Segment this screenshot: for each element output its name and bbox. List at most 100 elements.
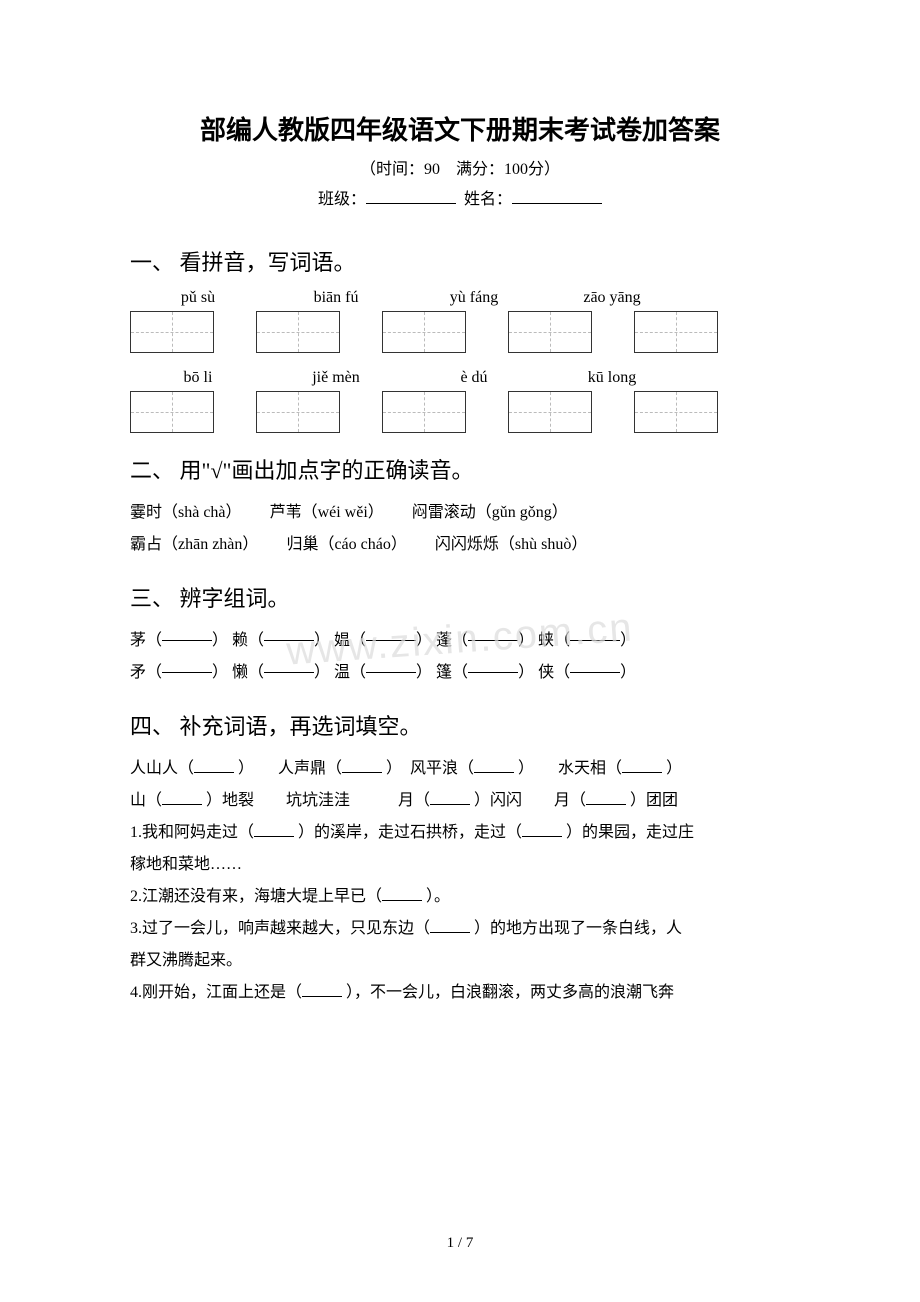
blank: [430, 789, 470, 805]
pinyin-row-1: pǔ sù biān fú yù fáng zāo yāng: [130, 289, 790, 307]
sec3-item: 矛（: [130, 657, 162, 689]
char-box: [382, 311, 466, 353]
section4-line1: 人山人（ ） 人声鼎（ ） 风平浪（ ） 水天相（ ）: [130, 753, 790, 785]
box-row-2: [130, 391, 790, 433]
section3-row2: 矛（ ） 懒（ ） 温（ ） 篷（ ） 侠（ ）: [130, 657, 790, 689]
pinyin-cell: zāo yāng: [572, 289, 652, 307]
sec3-item: 茅（: [130, 625, 162, 657]
text: ）的果园，走过庄: [566, 824, 694, 841]
text: ）的溪岸，走过石拱桥，走过（: [298, 824, 522, 841]
document-title: 部编人教版四年级语文下册期末考试卷加答案: [130, 110, 790, 147]
section4-q1b: 稼地和菜地……: [130, 849, 790, 881]
char-box: [634, 391, 718, 433]
char-box: [256, 391, 340, 433]
section4-q2: 2.江潮还没有来，海塘大堤上早已（ ）。: [130, 881, 790, 913]
blank: [194, 757, 234, 773]
pinyin-cell: bō li: [158, 369, 238, 387]
sec3-item: ） 侠（: [518, 657, 570, 689]
char-box: [508, 311, 592, 353]
blank: [570, 657, 620, 673]
blank: [162, 625, 212, 641]
name-blank: [512, 188, 602, 204]
text: ）团团: [630, 792, 678, 809]
q2-item: 闷雷滚动（gǔn gǒng）: [412, 504, 568, 521]
section2-line2: 霸占（zhān zhàn） 归巢（cáo cháo） 闪闪烁烁（shù shuò…: [130, 529, 790, 561]
sec3-item: ） 蓬（: [416, 625, 468, 657]
blank: [342, 757, 382, 773]
section3-row1: 茅（ ） 赖（ ） 媪（ ） 蓬（ ） 蛱（ ）: [130, 625, 790, 657]
sec3-item: ） 懒（: [212, 657, 264, 689]
sec3-item: ） 蛱（: [518, 625, 570, 657]
pinyin-cell: biān fú: [296, 289, 376, 307]
sec3-item: ） 媪（: [314, 625, 366, 657]
char-box: [130, 391, 214, 433]
text: 人山人（: [130, 760, 194, 777]
text: 2.江潮还没有来，海塘大堤上早已（: [130, 888, 382, 905]
sec3-item: ）: [620, 625, 636, 657]
blank: [430, 917, 470, 933]
char-box: [130, 311, 214, 353]
char-box: [256, 311, 340, 353]
blank: [302, 981, 342, 997]
text: ），不一会儿，白浪翻滚，两丈多高的浪潮飞奔: [346, 984, 674, 1001]
pinyin-cell: kū long: [572, 369, 652, 387]
pinyin-row-2: bō li jiě mèn è dú kū long: [130, 369, 790, 387]
name-label: 姓名：: [464, 191, 512, 208]
text: ） 人声鼎（: [238, 760, 342, 777]
page-number: 1 / 7: [0, 1235, 920, 1252]
blank: [162, 657, 212, 673]
section4-q1a: 1.我和阿妈走过（ ）的溪岸，走过石拱桥，走过（ ）的果园，走过庄: [130, 817, 790, 849]
section2-line1: 霎时（shà chà） 芦苇（wéi wěi） 闷雷滚动（gǔn gǒng）: [130, 497, 790, 529]
blank: [468, 625, 518, 641]
text: ） 风平浪（: [386, 760, 474, 777]
section4-line2: 山（ ）地裂 坑坑洼洼 月（ ）闪闪 月（ ）团团: [130, 785, 790, 817]
section4-heading: 四、 补充词语，再选词填空。: [130, 709, 790, 741]
char-box: [508, 391, 592, 433]
text: 4.刚开始，江面上还是（: [130, 984, 302, 1001]
section4-q3a: 3.过了一会儿，响声越来越大，只见东边（ ）的地方出现了一条白线，人: [130, 913, 790, 945]
class-blank: [366, 188, 456, 204]
blank: [254, 821, 294, 837]
text: ）: [666, 760, 682, 777]
pinyin-cell: è dú: [434, 369, 514, 387]
section1-heading: 一、 看拼音，写词语。: [130, 245, 790, 277]
blank: [622, 757, 662, 773]
char-box: [382, 391, 466, 433]
q2-item: 霎时（shà chà）: [130, 504, 234, 521]
blank: [382, 885, 422, 901]
blank: [264, 625, 314, 641]
pinyin-cell: yù fáng: [434, 289, 514, 307]
class-name-line: 班级： 姓名：: [130, 185, 790, 209]
char-box: [634, 311, 718, 353]
box-row-1: [130, 311, 790, 353]
text: 1.我和阿妈走过（: [130, 824, 254, 841]
text: 山（: [130, 792, 162, 809]
sec3-item: ） 赖（: [212, 625, 264, 657]
class-label: 班级：: [318, 191, 366, 208]
section2-heading: 二、 用"√"画出加点字的正确读音。: [130, 453, 790, 485]
blank: [570, 625, 620, 641]
q2-item: 闪闪烁烁（shù shuò）: [435, 536, 587, 553]
pinyin-cell: pǔ sù: [158, 289, 238, 307]
q2-item: 归巢（cáo cháo）: [286, 536, 398, 553]
blank: [522, 821, 562, 837]
section4-q4: 4.刚开始，江面上还是（ ），不一会儿，白浪翻滚，两丈多高的浪潮飞奔: [130, 977, 790, 1009]
q2-item: 霸占（zhān zhàn）: [130, 536, 250, 553]
section3-heading: 三、 辨字组词。: [130, 581, 790, 613]
text: ）。: [426, 888, 450, 905]
text: ）的地方出现了一条白线，人: [474, 920, 682, 937]
blank: [264, 657, 314, 673]
text: 3.过了一会儿，响声越来越大，只见东边（: [130, 920, 430, 937]
blank: [586, 789, 626, 805]
blank: [366, 657, 416, 673]
text: ）地裂 坑坑洼洼 月（: [206, 792, 430, 809]
blank: [162, 789, 202, 805]
sec3-item: ） 温（: [314, 657, 366, 689]
blank: [366, 625, 416, 641]
text: ）闪闪 月（: [474, 792, 586, 809]
blank: [468, 657, 518, 673]
blank: [474, 757, 514, 773]
pinyin-cell: jiě mèn: [296, 369, 376, 387]
sec3-item: ） 篷（: [416, 657, 468, 689]
section4-q3b: 群又沸腾起来。: [130, 945, 790, 977]
